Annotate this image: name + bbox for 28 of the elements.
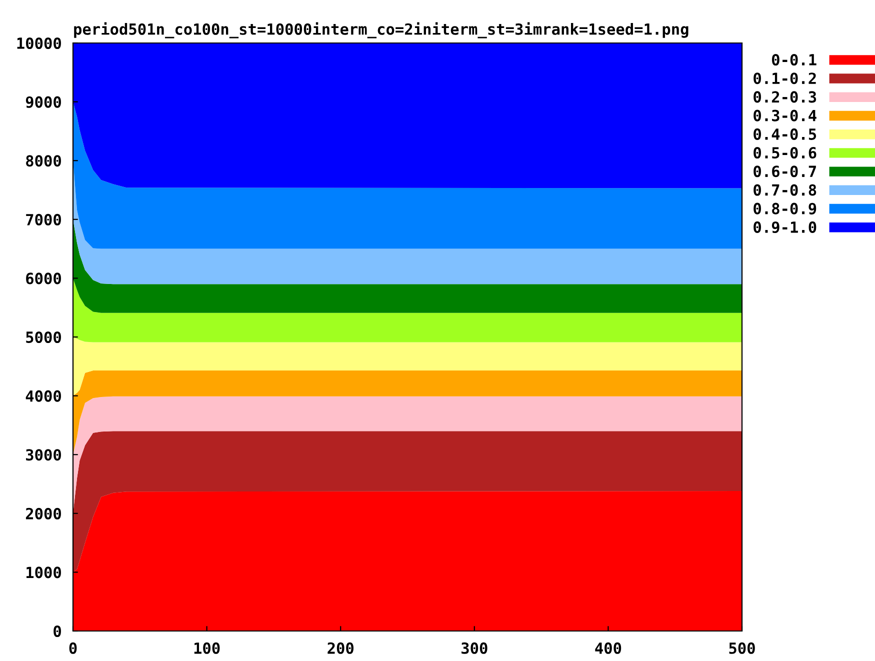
x-tick-label: 100 [194, 642, 220, 654]
y-tick-label: 9000 [26, 96, 61, 108]
legend-label: 0.6-0.7 [754, 166, 816, 178]
y-tick-label: 0 [54, 625, 61, 638]
y-tick-label: 4000 [26, 390, 61, 402]
legend-label: 0.2-0.3 [754, 91, 816, 103]
y-tick-label: 2000 [26, 508, 61, 520]
chart-title: period501n_co100n_st=10000interm_co=2initerm_st=3imrank=1seed=1.png [74, 22, 688, 38]
legend-label: 0.4-0.5 [754, 128, 816, 140]
y-tick-label: 7000 [26, 214, 61, 226]
y-tick-label: 6000 [26, 272, 61, 284]
y-tick-label: 3000 [26, 449, 61, 461]
x-tick-label: 0 [69, 642, 77, 654]
y-tick-label: 8000 [26, 155, 61, 167]
y-tick-label: 5000 [26, 331, 61, 344]
y-tick-label: 1000 [26, 566, 61, 578]
y-tick-label: 10000 [17, 37, 61, 50]
legend-label: 0.7-0.8 [754, 184, 816, 196]
legend-label: 0.3-0.4 [754, 110, 816, 122]
legend-label: 0.1-0.2 [754, 72, 816, 84]
x-tick-label: 500 [729, 642, 755, 654]
x-tick-label: 300 [462, 642, 488, 654]
legend-label: 0.8-0.9 [754, 202, 816, 214]
legend-label: 0.5-0.6 [754, 146, 816, 159]
x-tick-label: 400 [595, 642, 622, 654]
legend-label: 0.9-1.0 [754, 221, 816, 234]
legend-label: 0-0.1 [772, 54, 816, 66]
x-tick-label: 200 [328, 642, 354, 654]
